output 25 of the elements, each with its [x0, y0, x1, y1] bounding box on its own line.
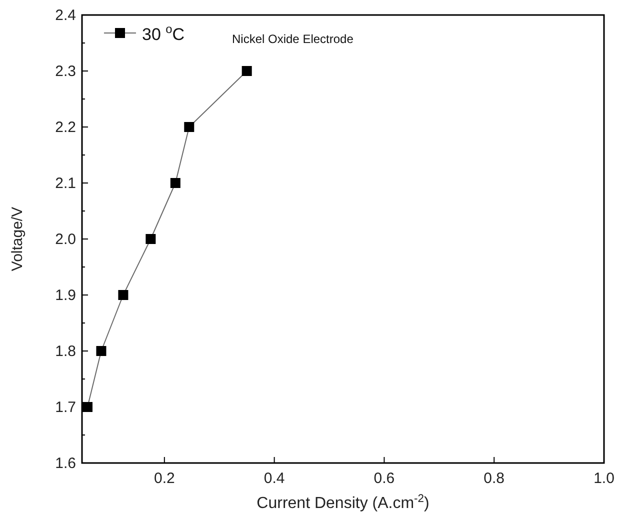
x-tick-label: 0.2 — [154, 470, 175, 487]
y-tick-label: 2.1 — [55, 175, 76, 192]
x-tick-label: 0.8 — [484, 470, 505, 487]
point — [96, 346, 106, 356]
y-axis-title: Voltage/V — [9, 206, 26, 272]
point — [170, 178, 180, 188]
annotation: Nickel Oxide Electrode — [232, 32, 354, 46]
point — [242, 66, 252, 76]
y-tick-label: 1.9 — [55, 287, 76, 304]
x-tick-label: 0.6 — [374, 470, 395, 487]
point — [146, 234, 156, 244]
x-tick-label: 0.4 — [264, 470, 285, 487]
point — [82, 402, 92, 412]
x-tick-label: 1.0 — [594, 470, 614, 487]
y-tick-label: 2.3 — [55, 63, 76, 80]
y-tick-label: 2.0 — [55, 231, 76, 248]
y-tick-label: 1.7 — [55, 399, 76, 416]
y-tick-label: 1.8 — [55, 343, 76, 360]
x-axis-title: Current Density (A.cm$^{-2}$) — [256, 493, 430, 512]
legend-label: 30 $^{o}$C — [142, 22, 185, 44]
y-tick-label: 1.6 — [55, 455, 76, 472]
y-tick-label: 2.4 — [55, 7, 76, 24]
point — [184, 122, 194, 132]
y-tick-label: 2.2 — [55, 119, 76, 136]
point — [118, 290, 128, 300]
